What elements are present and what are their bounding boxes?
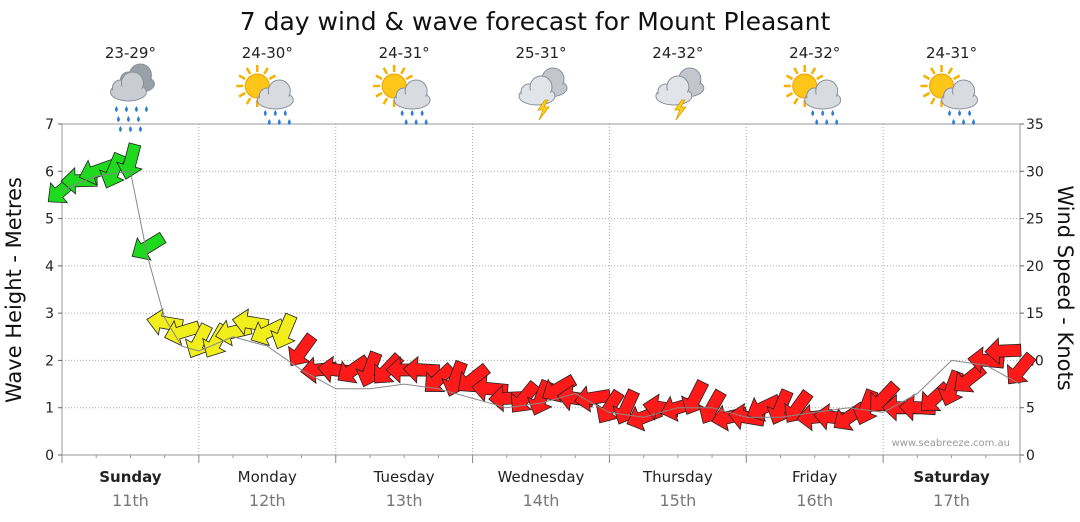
rain-cloud-icon [109,63,155,132]
day-temp-label: 24-31° [379,44,430,62]
y-left-tick-label: 4 [45,259,54,275]
day-temp-label: 25-31° [515,44,566,62]
sun-rain-cloud-icon [373,65,431,125]
y-axis-left: 0 1 2 3 4 5 6 7 [45,117,62,464]
y-right-tick-label: 20 [1026,259,1044,275]
date-label: 14th [523,491,560,510]
date-label: 11th [112,491,149,510]
day-temp-label: 24-31° [926,44,977,62]
wind-arrow [131,231,167,261]
wind-arrow [337,354,372,384]
y-left-tick-label: 6 [45,164,54,180]
sun-rain-cloud-icon [920,65,979,125]
day-label: Wednesday [498,468,585,486]
y-left-tick-label: 0 [45,448,54,464]
wind-arrow [270,312,298,350]
y-axis-right: 05101520253035 [1020,117,1044,464]
wind-arrow [595,388,625,424]
date-label: 13th [386,491,423,510]
date-label: 17th [933,491,970,510]
wind-arrow [1006,351,1037,385]
wind-arrow [78,159,116,186]
day-label: Tuesday [373,468,435,486]
y-axis-left-label: Wave Height - Metres [2,177,26,403]
wind-arrow [424,362,457,392]
day-label: Thursday [642,468,713,486]
day-temp-label: 24-32° [789,44,840,62]
wind-arrow [573,385,612,413]
y-right-tick-label: 25 [1026,212,1044,228]
thunderstorm-icon [655,67,705,121]
wind-arrow [250,318,287,347]
watermark: www.seabreeze.com.au [892,438,1010,449]
y-left-tick-label: 5 [45,212,54,228]
wind-arrow [984,337,1022,366]
sun-rain-cloud-icon [783,65,842,125]
date-label: 16th [796,491,833,510]
wind-arrow [116,142,143,180]
y-left-tick-label: 2 [45,353,54,369]
y-right-tick-label: 0 [1026,448,1035,464]
day-label: Sunday [99,468,162,486]
day-temp-label: 23-29° [105,44,156,62]
y-right-tick-label: 15 [1026,306,1044,322]
wind-arrow [746,393,783,422]
day-label: Friday [792,468,838,486]
wind-arrow [510,380,541,413]
date-label: 12th [249,491,286,510]
y-left-tick-label: 3 [45,306,54,322]
wind-arrow [99,151,127,189]
chart-title: 7 day wind & wave forecast for Mount Ple… [240,7,831,36]
day-label: Saturday [913,468,990,486]
date-label: 15th [659,491,696,510]
day-temp-label: 24-32° [652,44,703,62]
y-right-tick-label: 30 [1026,164,1044,180]
y-right-tick-label: 5 [1026,401,1035,417]
sun-rain-cloud-icon [236,65,294,125]
day-headers: 23-29° Sunday 11th 24-30° Monday 12th 24-31° Tu… [99,44,990,510]
wind-arrow [164,319,202,347]
wind-arrow [920,381,953,411]
y-left-tick-label: 1 [45,401,54,417]
y-axis-right-label: Wind Speed - Knots [1053,185,1077,390]
wave-height-line [61,170,1021,418]
day-label: Monday [238,468,297,486]
wind-arrow [288,332,318,367]
y-left-tick-label: 7 [45,117,54,133]
thunderstorm-icon [518,67,568,121]
y-right-tick-label: 35 [1026,117,1044,133]
wind-arrows [47,142,1037,432]
day-temp-label: 24-30° [242,44,293,62]
